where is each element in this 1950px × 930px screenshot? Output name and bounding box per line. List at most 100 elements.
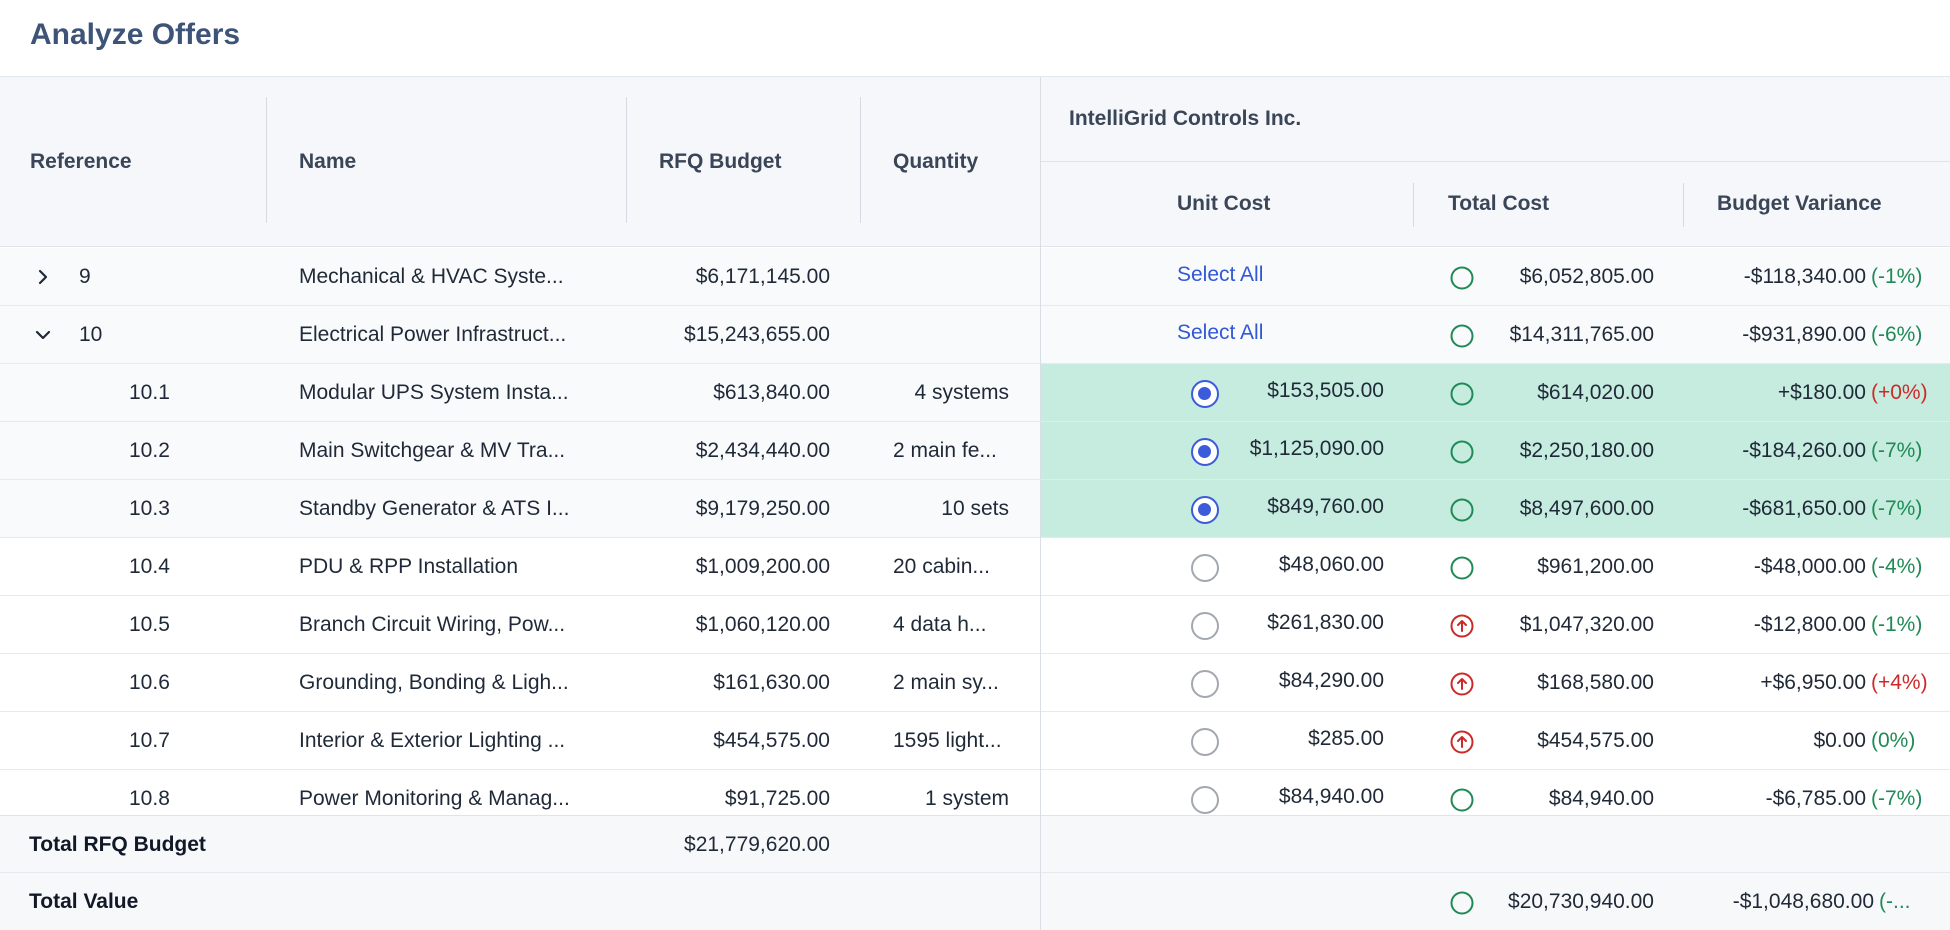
row-total-cost: $84,940.00 [1548,787,1654,810]
row-total-cost: $168,580.00 [1537,671,1654,694]
column-resize-handle[interactable] [626,97,627,223]
table-row[interactable]: 10.7 Interior & Exterior Lighting ... $4… [0,712,1950,770]
column-header-rfq-budget[interactable]: RFQ Budget [659,150,782,173]
row-name: Branch Circuit Wiring, Pow... [299,613,566,636]
row-quantity: 20 cabin... [893,555,990,578]
chevron-right-icon[interactable] [33,267,53,287]
row-variance-percent: (-7%) [1871,497,1923,520]
offer-select-radio[interactable] [1191,612,1219,640]
circle-check-icon [1450,440,1474,464]
row-reference: 9 [79,265,91,288]
row-variance-percent: (+4%) [1871,671,1928,694]
table-row[interactable]: 10.4 PDU & RPP Installation $1,009,200.0… [0,538,1950,596]
offer-select-radio[interactable] [1191,728,1219,756]
total-value-row: Total Value $20,730,940.00 -$1,048,680.0… [0,873,1950,930]
row-variance-percent: (-1%) [1871,265,1923,288]
column-resize-handle[interactable] [1683,183,1684,227]
arrow-up-circle-icon [1450,614,1474,638]
row-total-cost: $454,575.00 [1537,729,1654,752]
group-row[interactable]: 10 Electrical Power Infrastruct... $15,2… [0,306,1950,364]
row-budget-variance: -$118,340.00 [1743,265,1866,288]
column-header-unit-cost[interactable]: Unit Cost [1177,192,1271,215]
offer-select-radio[interactable] [1191,438,1219,466]
table-row[interactable]: 10.8 Power Monitoring & Manag... $91,725… [0,770,1950,821]
row-quantity: 1 system [924,787,1009,810]
row-total-cost: $2,250,180.00 [1519,439,1654,462]
row-quantity: 1595 light... [893,729,1002,752]
circle-check-icon [1450,556,1474,580]
column-header-reference[interactable]: Reference [30,150,132,173]
column-resize-handle[interactable] [860,97,861,223]
row-total-cost: $8,497,600.00 [1519,497,1654,520]
row-budget-variance: +$180.00 [1777,381,1866,404]
row-name: Power Monitoring & Manag... [299,787,570,810]
column-header-name[interactable]: Name [299,150,357,173]
supplier-header-divider [1041,161,1950,162]
row-budget-variance: -$6,785.00 [1765,787,1866,810]
offer-select-radio[interactable] [1191,380,1219,408]
supplier-header[interactable]: IntelliGrid Controls Inc. [1069,107,1302,130]
chevron-down-icon[interactable] [33,325,53,345]
row-quantity: 4 systems [914,381,1009,404]
row-rfq-budget: $161,630.00 [713,671,830,694]
row-variance-percent: (-1%) [1871,613,1923,636]
row-name: Standby Generator & ATS I... [299,497,570,520]
row-rfq-budget: $2,434,440.00 [695,439,830,462]
table-row[interactable]: 10.2 Main Switchgear & MV Tra... $2,434,… [0,422,1950,480]
total-value-variance-percent: (-... [1879,890,1911,913]
table-row[interactable]: 10.5 Branch Circuit Wiring, Pow... $1,06… [0,596,1950,654]
circle-check-icon [1450,382,1474,406]
row-unit-cost: $48,060.00 [1278,553,1384,576]
select-all-link[interactable]: Select All [1177,321,1264,344]
row-rfq-budget: $613,840.00 [713,381,830,404]
table-row[interactable]: 10.6 Grounding, Bonding & Ligh... $161,6… [0,654,1950,712]
select-all-link[interactable]: Select All [1177,263,1264,286]
row-rfq-budget: $9,179,250.00 [695,497,830,520]
row-reference: 10.8 [129,787,170,810]
row-reference: 10.2 [129,439,170,462]
row-total-cost: $1,047,320.00 [1519,613,1654,636]
table-row[interactable]: 10.1 Modular UPS System Insta... $613,84… [0,364,1950,422]
row-variance-percent: (+0%) [1871,381,1928,404]
row-budget-variance: +$6,950.00 [1760,671,1866,694]
row-rfq-budget: $454,575.00 [713,729,830,752]
offer-select-radio[interactable] [1191,670,1219,698]
column-resize-handle[interactable] [1413,183,1414,227]
circle-check-icon [1450,788,1474,812]
row-reference: 10.1 [129,381,170,404]
row-name: Electrical Power Infrastruct... [299,323,567,346]
row-name: Interior & Exterior Lighting ... [299,729,566,752]
row-total-cost: $14,311,765.00 [1509,323,1654,346]
circle-check-icon [1450,891,1474,915]
row-variance-percent: (-4%) [1871,555,1923,578]
row-name: Grounding, Bonding & Ligh... [299,671,569,694]
total-rfq-budget-label: Total RFQ Budget [29,833,206,856]
row-name: PDU & RPP Installation [299,555,519,578]
row-unit-cost: $1,125,090.00 [1249,437,1384,460]
row-variance-percent: (-7%) [1871,787,1923,810]
row-quantity: 2 main fe... [893,439,997,462]
row-rfq-budget: $1,009,200.00 [695,555,830,578]
offer-select-radio[interactable] [1191,554,1219,582]
row-unit-cost: $261,830.00 [1267,611,1384,634]
circle-check-icon [1450,324,1474,348]
row-unit-cost: $153,505.00 [1267,379,1384,402]
offer-select-radio[interactable] [1191,496,1219,524]
column-resize-handle[interactable] [266,97,267,223]
row-reference: 10.6 [129,671,170,694]
column-header-quantity[interactable]: Quantity [893,150,979,173]
table-row[interactable]: 10.3 Standby Generator & ATS I... $9,179… [0,480,1950,538]
row-quantity: 2 main sy... [893,671,999,694]
row-reference: 10.4 [129,555,170,578]
row-reference: 10 [79,323,103,346]
row-unit-cost: $84,940.00 [1278,785,1384,808]
total-rfq-budget-value: $21,779,620.00 [684,833,830,856]
row-quantity: 10 sets [941,497,1009,520]
total-value-cost: $20,730,940.00 [1508,890,1654,913]
row-unit-cost: $285.00 [1308,727,1384,750]
column-header-budget-variance[interactable]: Budget Variance [1717,192,1882,215]
row-rfq-budget: $6,171,145.00 [695,265,830,288]
group-row[interactable]: 9 Mechanical & HVAC Syste... $6,171,145.… [0,248,1950,306]
column-header-total-cost[interactable]: Total Cost [1448,192,1550,215]
offer-select-radio[interactable] [1191,786,1219,814]
